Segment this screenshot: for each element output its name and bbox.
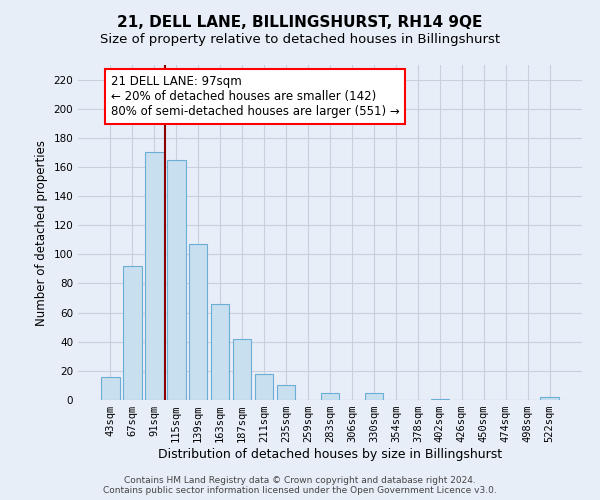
X-axis label: Distribution of detached houses by size in Billingshurst: Distribution of detached houses by size … bbox=[158, 448, 502, 461]
Bar bbox=[189, 244, 208, 400]
Bar bbox=[277, 386, 295, 400]
Bar bbox=[320, 392, 340, 400]
Bar bbox=[365, 392, 383, 400]
Text: Size of property relative to detached houses in Billingshurst: Size of property relative to detached ho… bbox=[100, 32, 500, 46]
Y-axis label: Number of detached properties: Number of detached properties bbox=[35, 140, 48, 326]
Bar bbox=[431, 398, 449, 400]
Text: 21 DELL LANE: 97sqm
← 20% of detached houses are smaller (142)
80% of semi-detac: 21 DELL LANE: 97sqm ← 20% of detached ho… bbox=[111, 75, 400, 118]
Bar bbox=[101, 376, 119, 400]
Bar bbox=[167, 160, 185, 400]
Text: 21, DELL LANE, BILLINGSHURST, RH14 9QE: 21, DELL LANE, BILLINGSHURST, RH14 9QE bbox=[118, 15, 482, 30]
Text: Contains HM Land Registry data © Crown copyright and database right 2024.
Contai: Contains HM Land Registry data © Crown c… bbox=[103, 476, 497, 495]
Bar bbox=[541, 397, 559, 400]
Bar bbox=[255, 374, 274, 400]
Bar bbox=[211, 304, 229, 400]
Bar bbox=[145, 152, 164, 400]
Bar bbox=[123, 266, 142, 400]
Bar bbox=[233, 339, 251, 400]
